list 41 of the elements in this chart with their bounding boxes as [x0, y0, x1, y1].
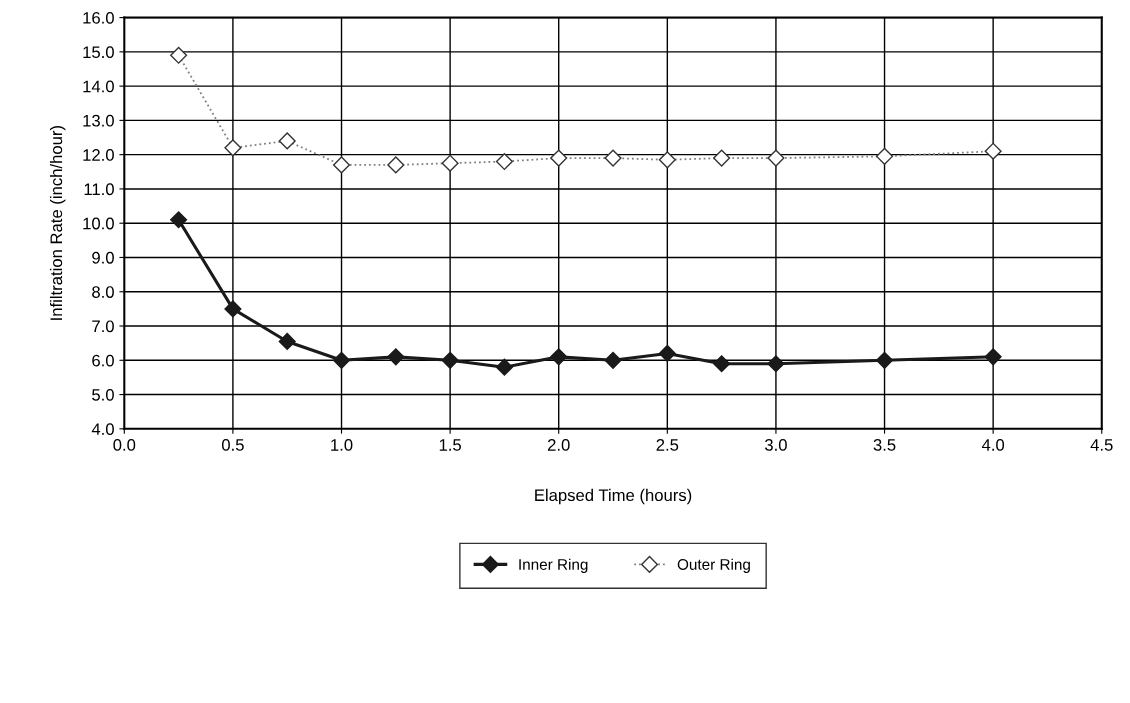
point	[387, 348, 405, 366]
point	[767, 355, 785, 373]
y-tick-label: 14.0	[83, 80, 114, 93]
y-tick-label: 6.0	[92, 354, 114, 367]
point	[875, 351, 894, 369]
point	[441, 351, 459, 369]
y-tick-label: 13.0	[83, 114, 114, 127]
y-tick-label: 7.0	[92, 320, 114, 333]
x-tick-label: 2.0	[547, 438, 570, 451]
point	[278, 332, 296, 350]
y-tick-label: 9.0	[92, 251, 114, 264]
x-tick-label: 4.0	[981, 438, 1005, 451]
point	[984, 348, 1002, 366]
x-tick-label: 3.5	[873, 438, 896, 451]
y-tick-label: 5.0	[92, 388, 114, 401]
legend-label: Outer Ring	[677, 558, 750, 573]
point	[495, 358, 513, 376]
x-tick-label: 4.5	[1090, 439, 1113, 451]
point	[224, 300, 242, 318]
x-tick-label: 3.0	[764, 438, 787, 451]
y-tick-label: 11.0	[84, 183, 114, 196]
point	[332, 351, 351, 369]
point	[550, 348, 568, 366]
point	[713, 355, 731, 373]
point	[658, 344, 676, 362]
y-tick-label: 4.0	[91, 423, 114, 436]
y-tick-label: 12.0	[83, 149, 114, 161]
x-tick-label: 2.5	[656, 438, 679, 451]
y-tick-label: 8.0	[92, 286, 114, 298]
y-tick-label: 10.0	[83, 217, 114, 230]
x-tick-label: 1.5	[439, 439, 461, 451]
point	[604, 351, 622, 369]
x-axis-title: Elapsed Time (hours)	[535, 488, 692, 505]
y-tick-label: 16.0	[83, 11, 114, 24]
legend-label: Inner Ring	[519, 558, 588, 573]
y-axis-title: Infiltration Rate (inch/hour)	[49, 126, 66, 320]
x-tick-label: 1.0	[331, 438, 353, 451]
x-tick-label: 0.5	[221, 438, 244, 451]
point	[170, 211, 188, 229]
y-tick-label: 15.0	[83, 46, 114, 59]
x-tick-label: 0.0	[113, 438, 136, 451]
